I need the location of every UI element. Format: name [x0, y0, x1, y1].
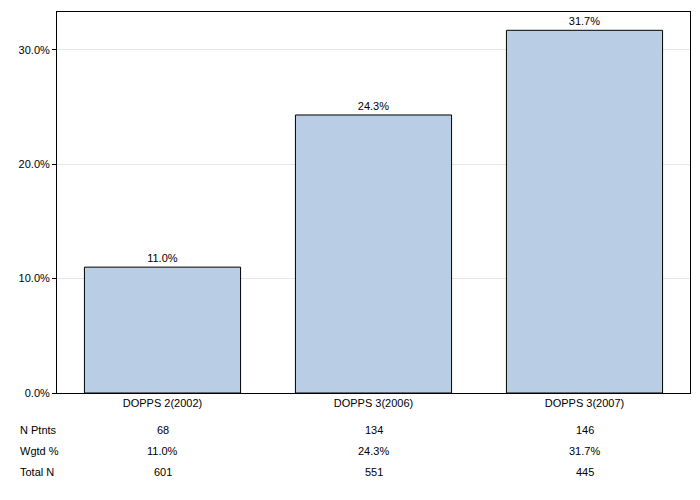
svg-text:0.0%: 0.0%	[25, 387, 50, 399]
svg-text:Wgtd %: Wgtd %	[20, 445, 59, 457]
svg-text:10.0%: 10.0%	[19, 272, 50, 284]
svg-text:31.7%: 31.7%	[569, 445, 600, 457]
svg-text:24.3%: 24.3%	[358, 445, 389, 457]
svg-text:DOPPS 3(2006): DOPPS 3(2006)	[334, 397, 413, 409]
svg-text:11.0%: 11.0%	[147, 445, 178, 457]
svg-text:146: 146	[576, 424, 594, 436]
svg-text:134: 134	[365, 424, 383, 436]
svg-text:20.0%: 20.0%	[19, 158, 50, 170]
svg-text:601: 601	[154, 466, 172, 478]
svg-text:31.7%: 31.7%	[569, 15, 600, 27]
svg-text:68: 68	[157, 424, 169, 436]
svg-text:445: 445	[576, 466, 594, 478]
svg-text:Total N: Total N	[20, 466, 54, 478]
svg-text:30.0%: 30.0%	[19, 44, 50, 56]
svg-text:DOPPS 3(2007): DOPPS 3(2007)	[545, 397, 624, 409]
svg-text:11.0%: 11.0%	[147, 252, 178, 264]
svg-text:551: 551	[365, 466, 383, 478]
svg-text:DOPPS 2(2002): DOPPS 2(2002)	[123, 397, 202, 409]
svg-text:24.3%: 24.3%	[358, 100, 389, 112]
svg-text:N Ptnts: N Ptnts	[20, 424, 57, 436]
